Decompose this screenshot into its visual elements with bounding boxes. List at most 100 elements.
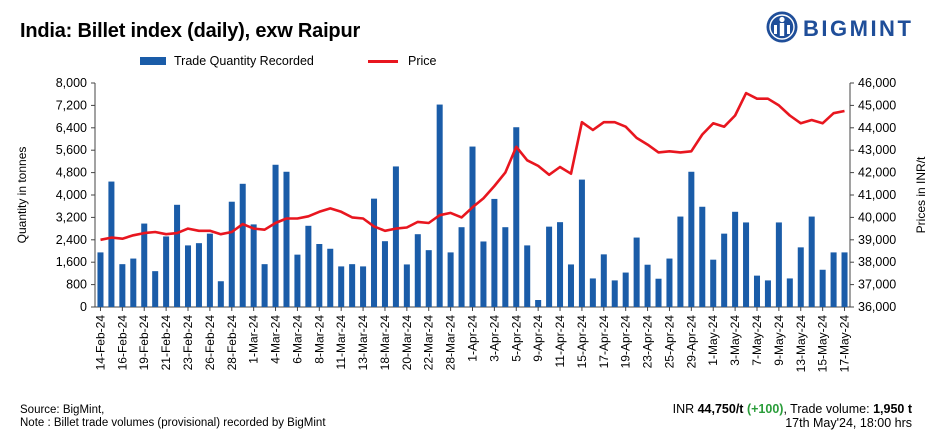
bar-quantity [567,264,574,307]
x-tick-label: 5-Apr-24 [509,315,523,362]
y-tick-label-right: 40,000 [858,210,896,224]
bigmint-logo-text: BIGMINT [803,16,914,41]
bar-quantity [699,206,706,307]
volume-label: , Trade volume: [783,402,870,416]
chart-legend: Trade Quantity Recorded Price [0,54,942,74]
volume-value: 1,950 t [873,402,912,416]
y-tick-label-right: 43,000 [858,143,896,157]
y-tick-label-left: 6,400 [56,121,87,135]
bar-quantity [458,227,465,307]
bar-quantity [808,216,815,307]
x-tick-label: 26-Feb-24 [203,315,217,371]
x-tick-label: 15-May-24 [816,315,830,373]
y-tick-label-right: 39,000 [858,233,896,247]
bigmint-logo: BIGMINT [763,8,933,46]
bar-quantity [152,271,159,307]
y-tick-label-left: 8,000 [56,76,87,90]
x-tick-label: 7-May-24 [750,315,764,366]
bar-quantity [491,198,498,307]
bar-quantity [841,252,848,307]
x-tick-label: 17-May-24 [838,315,852,373]
y-tick-label-left: 800 [66,278,87,292]
x-tick-label: 16-Feb-24 [115,315,129,371]
bar-quantity [502,227,509,307]
x-tick-label: 23-Apr-24 [641,315,655,369]
bar-quantity [414,234,421,307]
bar-quantity [206,233,213,307]
bar-quantity [633,237,640,307]
x-tick-label: 18-Mar-24 [378,315,392,371]
legend-swatch-line [368,59,398,63]
x-tick-label: 19-Apr-24 [619,315,633,369]
y-tick-label-left: 2,400 [56,233,87,247]
price-change: (+100) [746,402,784,416]
bar-quantity [294,254,301,307]
chart-plot: 0 800 1,600 2,400 3,200 4,000 4,800 5,600 6,400 7… [15,76,928,373]
bar-quantity [316,244,323,307]
y-tick-label-left: 0 [80,300,87,314]
bar-quantity [163,236,170,307]
y-tick-label-left: 1,600 [56,255,87,269]
y-axis-title-right: Prices in INR/t [914,156,928,233]
bar-quantity [611,280,618,307]
bar-quantity [743,222,750,307]
x-tick-label: 14-Feb-24 [94,315,108,371]
bar-quantity [524,245,531,307]
y-tick-label-right: 45,000 [858,98,896,112]
price-summary: INR 44,750/t (+100), Trade volume: 1,950… [673,402,912,430]
note-line: Note : Billet trade volumes (provisional… [20,417,326,429]
bar-quantity [371,198,378,307]
x-tick-label: 29-Apr-24 [684,315,698,369]
bar-quantity [119,264,126,307]
bar-quantity [622,272,629,307]
x-tick-label: 21-Feb-24 [159,315,173,371]
bar-quantity [184,245,192,307]
x-tick-label: 4-Mar-24 [269,315,283,364]
bar-quantity [360,266,367,307]
bar-quantity [130,258,137,307]
bar-quantity [141,223,148,307]
bar-quantity [644,264,651,307]
x-tick-label: 15-Apr-24 [575,315,589,369]
x-tick-label: 9-May-24 [772,315,786,366]
y-tick-label-left: 5,600 [56,143,87,157]
y-tick-label-right: 46,000 [858,76,896,90]
y-tick-label-right: 37,000 [858,278,896,292]
y-tick-label-left: 3,200 [56,210,87,224]
bar-quantity [830,252,837,307]
bar-quantity [250,224,257,307]
bar-quantity [513,127,520,308]
bar-quantity [666,258,673,307]
bar-quantity [97,252,104,307]
bar-quantity [239,183,246,307]
bar-quantity [469,146,476,307]
x-tick-label: 13-May-24 [794,315,808,373]
x-tick-label: 13-Mar-24 [356,315,370,371]
bar-quantity [688,171,695,307]
bar-quantity [425,250,432,307]
x-tick-label: 17-Apr-24 [597,315,611,369]
x-tick-label: 1-Mar-24 [247,315,261,364]
bar-quantity [261,264,268,307]
bar-quantity [480,241,487,307]
bar-quantity [195,243,202,307]
x-tick-label: 23-Feb-24 [181,315,195,371]
y-tick-label-right: 44,000 [858,121,896,135]
y-tick-label-right: 36,000 [858,300,896,314]
bar-quantity [272,164,279,307]
bar-quantity [403,264,410,307]
legend-label-quantity: Trade Quantity Recorded [174,54,314,68]
bar-quantity [557,222,564,307]
x-tick-label: 20-Mar-24 [400,315,414,371]
bar-quantity [721,233,728,307]
y-tick-label-right: 42,000 [858,166,896,180]
bar-quantity [546,226,553,307]
price-value: 44,750/t [697,402,744,416]
bar-quantity [710,259,717,307]
x-tick-label: 3-Apr-24 [487,315,501,362]
bar-quantity [217,281,224,307]
bar-quantity [228,201,235,307]
bar-quantity [655,278,662,307]
legend-item-quantity: Trade Quantity Recorded [140,54,314,68]
legend-swatch-bar [140,57,166,65]
